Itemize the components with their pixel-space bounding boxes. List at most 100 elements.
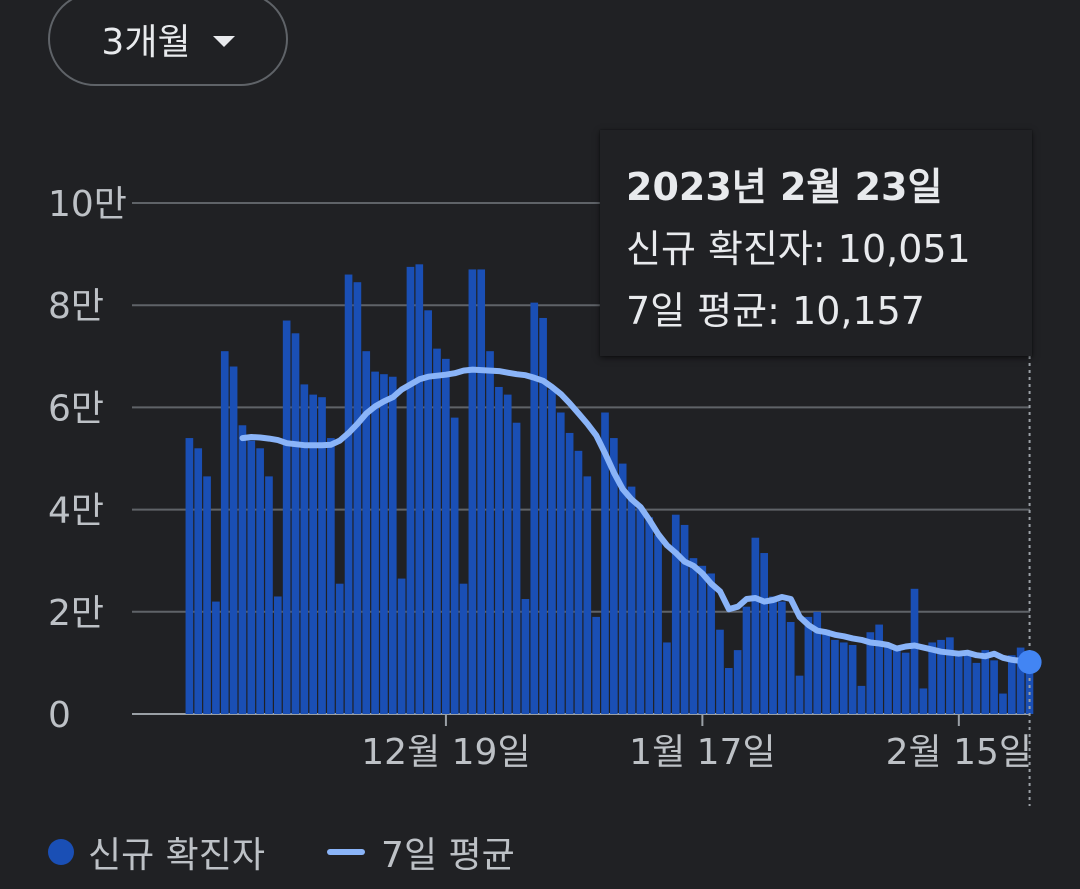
bar[interactable] [893, 647, 901, 714]
bar[interactable] [999, 693, 1007, 714]
bar[interactable] [318, 397, 326, 714]
bar[interactable] [671, 514, 680, 714]
bar[interactable] [521, 599, 530, 714]
bar[interactable] [724, 668, 733, 714]
bar[interactable] [1016, 647, 1025, 714]
bar[interactable] [848, 645, 857, 714]
bar[interactable] [778, 601, 786, 714]
bar[interactable] [742, 606, 751, 714]
bar[interactable] [265, 476, 273, 714]
bar[interactable] [388, 376, 397, 714]
bar[interactable] [972, 662, 981, 714]
bar[interactable] [309, 394, 318, 714]
bar[interactable] [760, 553, 769, 714]
bar[interactable] [362, 351, 371, 714]
bar[interactable] [937, 639, 945, 714]
tooltip-7day-average: 7일 평균: 10,157 [626, 289, 925, 333]
bar[interactable] [919, 688, 928, 714]
bar[interactable] [371, 371, 379, 714]
bar[interactable] [707, 573, 715, 714]
bar[interactable] [503, 394, 512, 714]
bar[interactable] [548, 389, 556, 714]
bar[interactable] [804, 616, 813, 714]
bar[interactable] [680, 524, 689, 714]
bar[interactable] [433, 348, 441, 714]
bar[interactable] [601, 412, 609, 714]
bar[interactable] [954, 652, 963, 714]
bar[interactable] [291, 333, 300, 714]
bar[interactable] [583, 476, 592, 714]
bar[interactable] [256, 448, 264, 714]
bar[interactable] [663, 642, 671, 714]
bar[interactable] [282, 320, 291, 714]
bar[interactable] [866, 632, 875, 714]
bar[interactable] [565, 432, 574, 714]
bar[interactable] [344, 274, 353, 714]
bar[interactable] [928, 642, 937, 714]
bar[interactable] [981, 650, 990, 714]
bar[interactable] [813, 611, 822, 714]
bar[interactable] [795, 675, 804, 714]
bar[interactable] [539, 317, 547, 714]
bar[interactable] [194, 448, 203, 714]
bar[interactable] [857, 685, 866, 714]
bar[interactable] [468, 269, 477, 714]
bar[interactable] [406, 266, 415, 714]
bar[interactable] [654, 535, 662, 714]
bar[interactable] [530, 302, 539, 714]
bar[interactable] [327, 438, 335, 714]
selected-point-marker[interactable] [1017, 650, 1042, 675]
bar[interactable] [442, 358, 450, 714]
bar[interactable] [397, 578, 406, 714]
bar[interactable] [786, 622, 795, 714]
bar[interactable] [512, 422, 521, 714]
bar[interactable] [459, 583, 468, 714]
bar[interactable] [901, 652, 910, 714]
bar[interactable] [627, 486, 636, 714]
bar[interactable] [238, 425, 247, 714]
bar[interactable] [733, 650, 742, 714]
bar[interactable] [1007, 655, 1016, 714]
bar[interactable] [556, 412, 565, 714]
bar[interactable] [229, 366, 238, 714]
bar[interactable] [212, 601, 220, 714]
bar[interactable] [592, 616, 600, 714]
bar[interactable] [203, 476, 211, 714]
bar[interactable] [751, 537, 760, 714]
bar[interactable] [273, 596, 282, 714]
bar[interactable] [884, 645, 892, 714]
bar[interactable] [247, 440, 256, 714]
bar[interactable] [486, 351, 494, 714]
bar[interactable] [963, 655, 972, 714]
bar[interactable] [831, 639, 839, 714]
range-select-dropdown[interactable]: 3개월 [48, 0, 288, 86]
bar[interactable] [716, 629, 724, 714]
bar[interactable] [185, 438, 194, 714]
bar[interactable] [910, 588, 919, 714]
bar[interactable] [689, 558, 698, 714]
bar[interactable] [220, 351, 229, 714]
bar[interactable] [610, 438, 618, 714]
bar[interactable] [574, 450, 583, 714]
bar[interactable] [698, 565, 707, 714]
bar[interactable] [415, 264, 424, 714]
bar[interactable] [990, 660, 998, 714]
bar[interactable] [636, 507, 645, 714]
bar[interactable] [946, 637, 954, 714]
bar[interactable] [1025, 662, 1034, 714]
bar[interactable] [450, 417, 459, 714]
bar[interactable] [495, 386, 503, 714]
bar[interactable] [477, 269, 486, 714]
bar[interactable] [839, 642, 848, 714]
bar[interactable] [822, 629, 830, 714]
bar[interactable] [645, 517, 654, 714]
bar[interactable] [380, 374, 388, 714]
bar[interactable] [335, 583, 344, 714]
bar[interactable] [769, 596, 777, 714]
bar[interactable] [353, 282, 362, 714]
bar[interactable] [875, 624, 883, 714]
bar[interactable] [300, 384, 309, 714]
bar[interactable] [618, 463, 627, 714]
bar[interactable] [424, 310, 432, 714]
